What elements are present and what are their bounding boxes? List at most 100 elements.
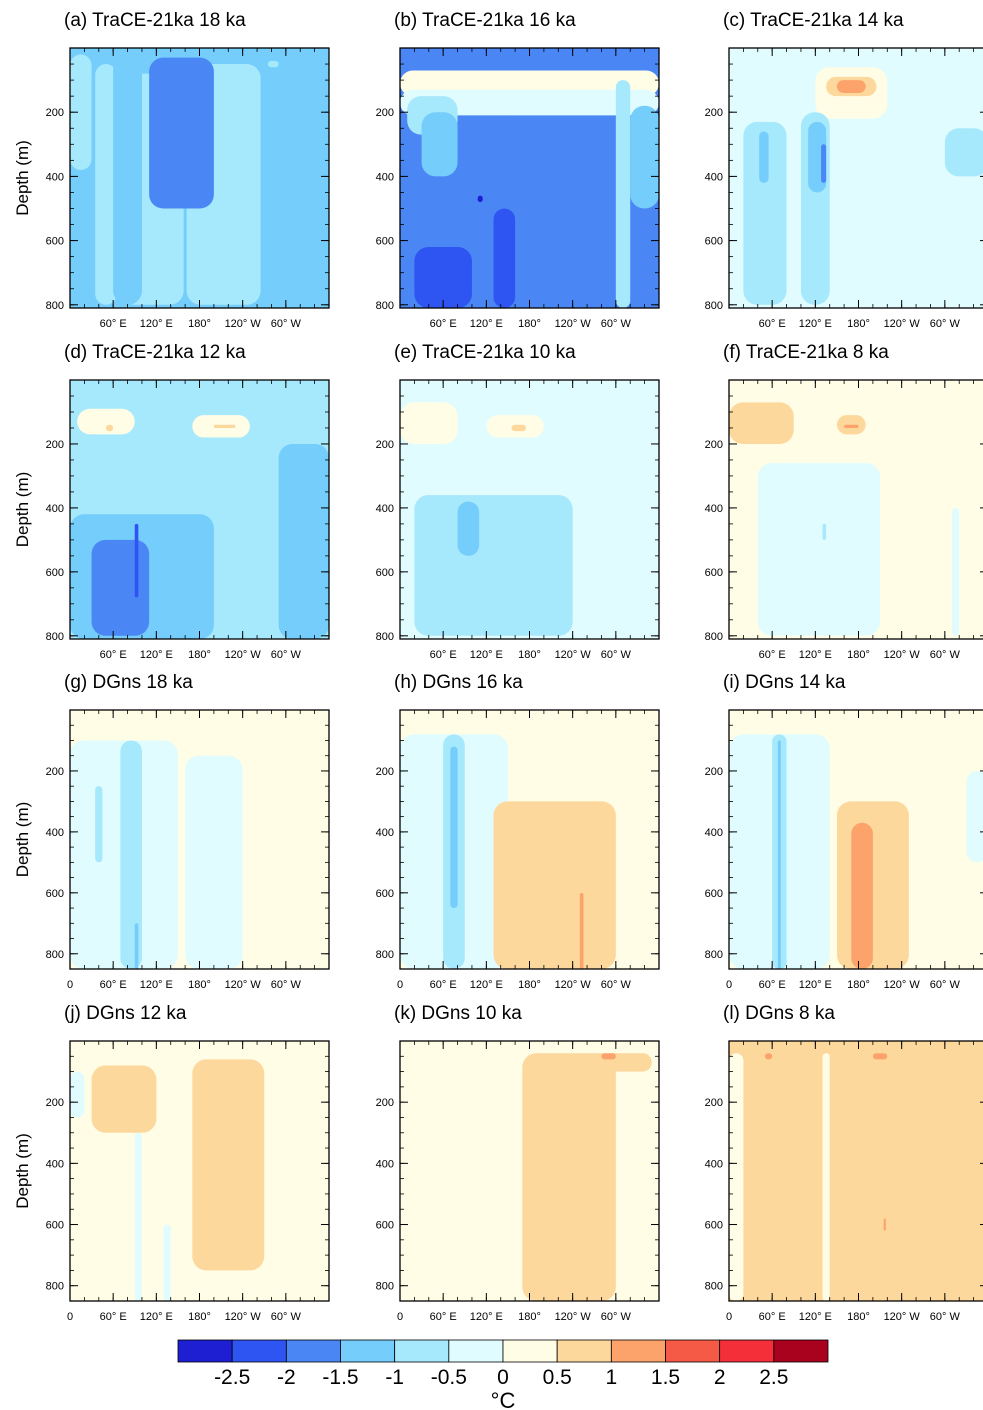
x-tick-label: 60° E <box>430 318 457 330</box>
y-tick-label: 200 <box>705 439 723 451</box>
y-tick-label: 600 <box>46 567 64 579</box>
x-tick-label: 60° E <box>430 979 457 991</box>
colorbar-swatch <box>502 1339 558 1363</box>
y-tick-label: 600 <box>376 567 394 579</box>
anomaly-region <box>511 424 526 432</box>
panel-11: (l) DGns 8 ka 200 400 600 800 0 60° E 120° E 180… <box>705 1003 983 1323</box>
y-tick-label: 400 <box>46 827 64 839</box>
y-tick-label: 600 <box>705 888 723 900</box>
colorbar-swatch <box>610 1339 666 1363</box>
anomaly-region <box>95 786 103 863</box>
y-tick-label: 400 <box>705 1158 723 1170</box>
panel-title: (e) TraCE-21ka 10 ka <box>394 342 576 363</box>
panel-7: (h) DGns 16 ka 200 400 600 800 0 60° E 120° E 18… <box>376 672 660 991</box>
x-tick-label: 120° E <box>140 979 173 991</box>
colorbar-swatch <box>719 1339 775 1363</box>
colorbar-swatch <box>556 1339 612 1363</box>
x-tick-label: 180° <box>847 318 870 330</box>
y-tick-label: 800 <box>46 631 64 643</box>
panel-10: (k) DGns 10 ka 200 400 600 800 0 60° E 120° E 18… <box>376 1003 660 1323</box>
x-tick-label: 120° W <box>884 979 921 991</box>
panel-title: (a) TraCE-21ka 18 ka <box>64 10 246 31</box>
x-tick-label: 120° W <box>884 649 921 661</box>
anomaly-region <box>91 539 150 636</box>
x-tick-label: 120° E <box>799 1311 832 1323</box>
y-tick-label: 400 <box>376 503 394 515</box>
panel-title: (d) TraCE-21ka 12 ka <box>64 342 246 363</box>
y-tick-label: 200 <box>705 1097 723 1109</box>
x-tick-label: 0 <box>67 1311 73 1323</box>
panel-6: (g) DGns 18 ka Depth (m) 200 400 600 800 0 60° … <box>13 672 330 991</box>
anomaly-region <box>743 121 787 305</box>
x-tick-label: 120° W <box>555 318 592 330</box>
y-tick-label: 600 <box>376 888 394 900</box>
panel-1: (b) TraCE-21ka 16 ka 200 400 600 800 60° E 120… <box>376 10 660 330</box>
x-tick-label: 120° E <box>470 649 503 661</box>
anomaly-region <box>105 424 114 432</box>
anomaly-region <box>836 801 909 969</box>
y-tick-label: 800 <box>46 300 64 312</box>
anomaly-region <box>615 80 631 308</box>
y-tick-label: 800 <box>705 631 723 643</box>
x-tick-label: 120° W <box>555 979 592 991</box>
y-tick-label: 400 <box>376 1158 394 1170</box>
x-tick-label: 120° E <box>470 979 503 991</box>
x-tick-label: 120° W <box>884 1311 921 1323</box>
x-tick-label: 180° <box>188 1311 211 1323</box>
x-tick-label: 60° W <box>271 318 302 330</box>
anomaly-region <box>149 57 214 209</box>
colorbar-tick-label: 0.5 <box>543 1366 572 1389</box>
anomaly-region <box>579 892 584 969</box>
y-tick-label: 600 <box>46 236 64 248</box>
x-tick-label: 0 <box>397 1311 403 1323</box>
x-tick-label: 0 <box>397 979 403 991</box>
x-tick-label: 60° W <box>601 979 632 991</box>
x-tick-label: 0 <box>726 979 732 991</box>
y-tick-label: 600 <box>705 236 723 248</box>
y-tick-label: 600 <box>705 567 723 579</box>
x-tick-label: 60° E <box>100 649 127 661</box>
anomaly-region <box>70 1071 85 1118</box>
anomaly-region <box>493 801 616 969</box>
x-tick-label: 120° W <box>555 1311 592 1323</box>
panel-title: (j) DGns 12 ka <box>64 1003 187 1024</box>
colorbar-tick-label: 1.5 <box>651 1366 680 1389</box>
x-tick-label: 60° E <box>759 979 786 991</box>
colorbar-tick-label: 0 <box>497 1366 509 1389</box>
anomaly-region <box>400 402 458 444</box>
x-tick-label: 120° W <box>884 318 921 330</box>
anomaly-region <box>952 507 960 636</box>
x-tick-label: 180° <box>518 1311 541 1323</box>
x-tick-label: 60° W <box>601 318 632 330</box>
anomaly-region <box>759 131 769 183</box>
y-tick-label: 600 <box>46 888 64 900</box>
anomaly-region <box>630 105 659 209</box>
anomaly-region <box>120 740 142 969</box>
colorbar-swatch <box>773 1339 829 1363</box>
y-tick-label: 200 <box>46 439 64 451</box>
anomaly-region <box>493 208 516 308</box>
anomaly-region <box>421 112 458 177</box>
colorbar-swatch <box>340 1339 396 1363</box>
anomaly-region <box>450 746 458 909</box>
anomaly-region <box>134 923 139 969</box>
x-tick-label: 60° W <box>930 979 961 991</box>
anomaly-region <box>944 128 983 177</box>
x-tick-label: 180° <box>847 1311 870 1323</box>
x-tick-label: 120° E <box>799 649 832 661</box>
panel-title: (g) DGns 18 ka <box>64 672 193 693</box>
y-tick-label: 200 <box>376 439 394 451</box>
x-tick-label: 60° E <box>759 649 786 661</box>
colorbar-swatch <box>285 1339 341 1363</box>
anomaly-region <box>91 1065 157 1133</box>
anomaly-region <box>822 1053 830 1301</box>
colorbar-tick-label: 2 <box>714 1366 726 1389</box>
anomaly-region <box>851 822 873 969</box>
panel-8: (i) DGns 14 ka 200 400 600 800 0 60° E 120° E 18… <box>705 672 983 991</box>
colorbar-tick-label: -0.5 <box>431 1366 467 1389</box>
anomaly-region <box>267 60 279 68</box>
x-tick-label: 120° W <box>225 979 262 991</box>
colorbar-unit: °C <box>491 1388 516 1410</box>
x-tick-label: 180° <box>188 318 211 330</box>
